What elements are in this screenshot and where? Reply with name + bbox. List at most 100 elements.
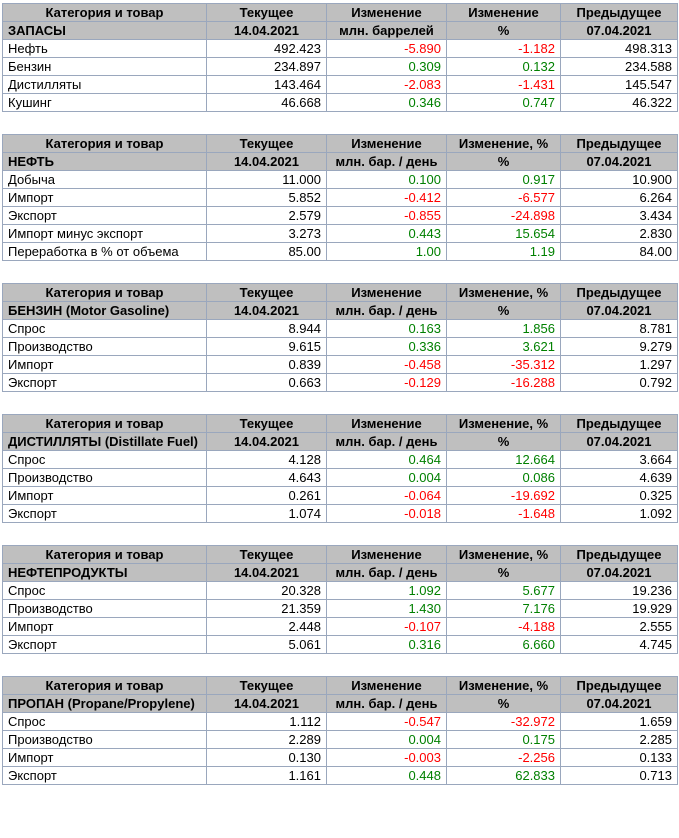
previous-value: 1.297 [560,355,678,374]
previous-value: 2.830 [560,224,678,243]
table-row: Спрос 20.328 1.092 5.677 19.236 [2,581,678,600]
row-label: Экспорт [2,635,207,654]
current-value: 0.261 [206,486,327,505]
column-header: Предыдущее [560,676,678,695]
change-percent-value: -1.431 [446,75,561,94]
current-value: 8.944 [206,319,327,338]
subheader-row: БЕНЗИН (Motor Gasoline) 14.04.2021 млн. ба… [2,301,678,320]
current-value: 143.464 [206,75,327,94]
change-percent-value: -16.288 [446,373,561,392]
subheader-row: НЕФТЕПРОДУКТЫ 14.04.2021 млн. бар. / день%… [2,563,678,582]
column-header: Изменение, % [446,134,561,153]
change-value: -2.083 [326,75,447,94]
row-label: Нефть [2,39,207,58]
change-value: 0.443 [326,224,447,243]
subheader-cell: млн. бар. / день [326,152,447,171]
change-percent-value: -2.256 [446,748,561,767]
change-value: 0.100 [326,170,447,189]
section-title: ДИСТИЛЛЯТЫ (Distillate Fuel) [2,432,207,451]
subheader-cell: млн. баррелей [326,21,447,40]
current-value: 234.897 [206,57,327,76]
change-percent-value: -32.972 [446,712,561,731]
subheader-cell: 14.04.2021 [206,432,327,451]
table-row: Импорт 5.852 -0.412 -6.577 6.264 [2,188,678,207]
subheader-cell: 14.04.2021 [206,21,327,40]
row-label: Спрос [2,450,207,469]
table-row: Экспорт 1.074 -0.018 -1.648 1.092 [2,504,678,523]
row-label: Спрос [2,319,207,338]
current-value: 1.161 [206,766,327,785]
change-value: -0.003 [326,748,447,767]
row-label: Импорт [2,188,207,207]
column-header: Текущее [206,134,327,153]
previous-value: 3.434 [560,206,678,225]
table-row: Импорт 0.261 -0.064 -19.692 0.325 [2,486,678,505]
previous-value: 19.236 [560,581,678,600]
column-header-row: Категория и товар Текущее Изменение Изменен… [2,283,678,302]
previous-value: 6.264 [560,188,678,207]
column-header: Категория и товар [2,414,207,433]
subheader-cell: 14.04.2021 [206,301,327,320]
table-row: Импорт 0.839 -0.458 -35.312 1.297 [2,355,678,374]
column-header: Текущее [206,283,327,302]
change-percent-value: 0.747 [446,93,561,112]
column-header: Изменение, % [446,283,561,302]
current-value: 46.668 [206,93,327,112]
change-value: -0.107 [326,617,447,636]
previous-value: 0.792 [560,373,678,392]
column-header: Изменение [326,283,447,302]
subheader-cell: 14.04.2021 [206,694,327,713]
change-percent-value: 12.664 [446,450,561,469]
row-label: Переработка в % от объема [2,242,207,261]
subheader-cell: % [446,21,561,40]
change-percent-value: 15.654 [446,224,561,243]
previous-value: 234.588 [560,57,678,76]
row-label: Производство [2,730,207,749]
column-header: Изменение [326,545,447,564]
previous-value: 1.659 [560,712,678,731]
current-value: 4.643 [206,468,327,487]
change-percent-value: 3.621 [446,337,561,356]
table-row: Кушинг 46.668 0.346 0.747 46.322 [2,93,678,112]
change-value: -0.129 [326,373,447,392]
table-row: Спрос 8.944 0.163 1.856 8.781 [2,319,678,338]
previous-value: 1.092 [560,504,678,523]
data-table-benzin: Категория и товар Текущее Изменение Изменен… [2,283,678,392]
subheader-cell: 07.04.2021 [560,694,678,713]
change-percent-value: -4.188 [446,617,561,636]
table-row: Экспорт 2.579 -0.855 -24.898 3.434 [2,206,678,225]
current-value: 2.448 [206,617,327,636]
row-label: Кушинг [2,93,207,112]
row-label: Экспорт [2,504,207,523]
change-value: 0.163 [326,319,447,338]
previous-value: 84.00 [560,242,678,261]
column-header: Текущее [206,676,327,695]
table-row: Импорт 2.448 -0.107 -4.188 2.555 [2,617,678,636]
change-value: 0.336 [326,337,447,356]
section-title: БЕНЗИН (Motor Gasoline) [2,301,207,320]
table-row: Спрос 4.128 0.464 12.664 3.664 [2,450,678,469]
change-percent-value: -24.898 [446,206,561,225]
current-value: 0.663 [206,373,327,392]
data-table-distillyaty: Категория и товар Текущее Изменение Изменен… [2,414,678,523]
previous-value: 4.745 [560,635,678,654]
column-header: Категория и товар [2,134,207,153]
change-value: 1.430 [326,599,447,618]
change-percent-value: -1.182 [446,39,561,58]
column-header-row: Категория и товар Текущее Изменение Изменен… [2,414,678,433]
change-value: 1.092 [326,581,447,600]
current-value: 20.328 [206,581,327,600]
change-value: -5.890 [326,39,447,58]
change-value: 0.316 [326,635,447,654]
subheader-cell: 07.04.2021 [560,563,678,582]
row-label: Импорт [2,486,207,505]
section-title: НЕФТЬ [2,152,207,171]
change-value: -0.412 [326,188,447,207]
column-header: Текущее [206,3,327,22]
subheader-cell: млн. бар. / день [326,432,447,451]
change-value: 0.004 [326,730,447,749]
change-percent-value: 0.132 [446,57,561,76]
subheader-cell: % [446,152,561,171]
table-row: Спрос 1.112 -0.547 -32.972 1.659 [2,712,678,731]
previous-value: 0.133 [560,748,678,767]
